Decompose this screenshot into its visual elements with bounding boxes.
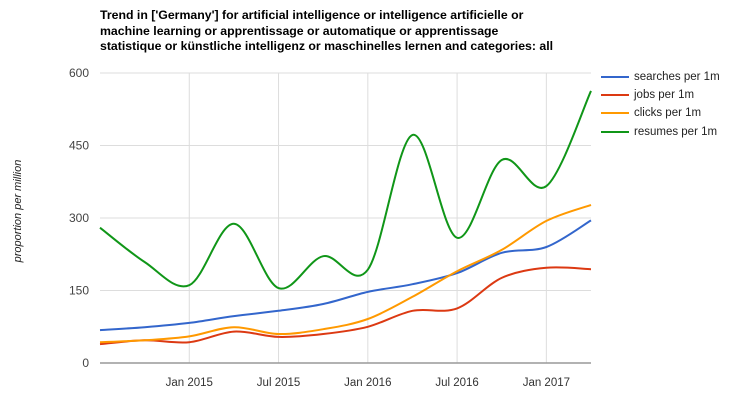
x-tick-label: Jul 2016 [435,377,478,389]
x-tick-label: Jan 2015 [166,377,213,389]
legend-item-searches[interactable]: searches per 1m [601,69,720,85]
legend-swatch-clicks [601,112,629,115]
legend-label: clicks per 1m [634,107,702,120]
legend-swatch-jobs [601,94,629,97]
y-tick-label: 300 [69,211,89,225]
y-tick-label: 150 [69,284,89,298]
legend: searches per 1m jobs per 1m clicks per 1… [601,69,720,142]
legend-item-clicks[interactable]: clicks per 1m [601,105,720,121]
x-tick-label: Jan 2016 [344,377,391,389]
legend-label: jobs per 1m [634,89,695,102]
series-line-searches[interactable] [99,219,592,332]
x-tick-label: Jul 2015 [257,377,300,389]
y-tick-label: 450 [69,139,89,153]
legend-label: resumes per 1m [634,125,718,138]
series-line-jobs[interactable] [99,266,592,346]
legend-item-jobs[interactable]: jobs per 1m [601,87,720,103]
y-tick-label: 0 [82,356,89,370]
y-tick-label: 600 [69,66,89,80]
legend-swatch-searches [601,76,629,78]
series-line-resumes[interactable] [99,90,592,290]
chart-title: Trend in ['Germany'] for artificial inte… [100,8,554,53]
series-line-clicks[interactable] [99,203,592,344]
x-tick-label: Jan 2017 [523,377,570,389]
legend-swatch-resumes [601,130,629,133]
legend-item-resumes[interactable]: resumes per 1m [601,124,720,140]
legend-label: searches per 1m [634,71,720,83]
